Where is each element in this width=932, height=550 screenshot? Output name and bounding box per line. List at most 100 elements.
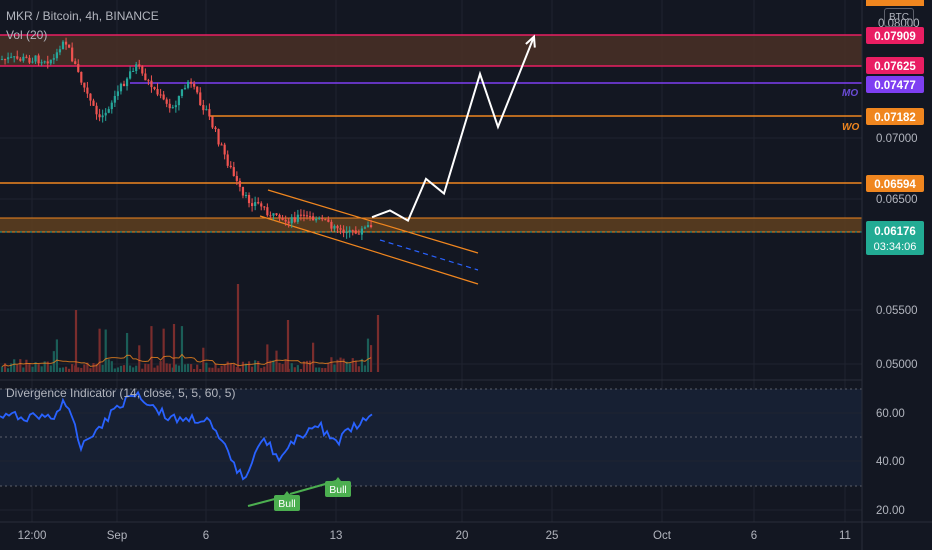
candle-body	[19, 58, 22, 61]
volume-bar	[281, 364, 284, 372]
volume-bar	[156, 365, 159, 372]
candle-body	[199, 92, 202, 106]
candle-body	[302, 214, 306, 216]
volume-bar	[214, 363, 217, 372]
volume-bar	[327, 362, 330, 372]
currency-badge[interactable]: BTC	[884, 8, 914, 27]
volume-spike-bar	[376, 315, 380, 372]
candle-body	[162, 94, 165, 100]
volume-bar	[251, 366, 254, 372]
candle-body	[153, 87, 156, 90]
candle-body	[257, 202, 260, 204]
candle-body	[241, 186, 245, 196]
volume-bar	[132, 367, 135, 372]
volume-bar	[363, 365, 367, 372]
volume-bar	[348, 363, 351, 372]
candle-body	[77, 64, 80, 72]
rsi-gridlines	[0, 412, 862, 511]
candle-body	[83, 82, 86, 88]
candle-body	[174, 105, 177, 108]
channel-lower-line	[259, 215, 479, 285]
candle-body	[354, 230, 357, 234]
candle-body	[177, 95, 180, 106]
volume-bar	[345, 361, 348, 372]
candle-body	[186, 81, 190, 88]
candle-body	[183, 87, 187, 90]
volume-bar	[217, 368, 220, 372]
candle-body	[339, 228, 342, 230]
candle-body	[141, 66, 144, 74]
volume-bar	[92, 362, 95, 372]
time-tick-0: 12:00	[18, 530, 47, 542]
volume-bar	[324, 368, 327, 372]
candle-body	[86, 87, 89, 94]
volume-bar	[122, 365, 126, 372]
candle-body	[3, 59, 7, 61]
bull-label-2-text: Bull	[329, 484, 347, 496]
volume-bar	[229, 362, 232, 372]
volume-bar	[150, 326, 153, 372]
volume-bar	[22, 367, 25, 372]
volume-bar	[83, 364, 86, 372]
candle-body	[31, 61, 34, 63]
candle-body	[22, 56, 25, 61]
price-tag-cut	[866, 0, 924, 6]
volume-legend[interactable]: Vol (20)	[6, 28, 48, 42]
candle-body	[315, 218, 318, 221]
time-tick-1: Sep	[107, 530, 127, 542]
candle-body	[369, 225, 373, 228]
candle-body	[229, 165, 232, 168]
candle-body	[281, 217, 284, 220]
rsi-tick-1: 40.00	[876, 456, 905, 468]
candle-body	[37, 55, 40, 64]
volume-bar	[293, 367, 296, 372]
indicator-legend[interactable]: Divergence Indicator (14, close, 5, 5, 6…	[6, 386, 236, 400]
volume-bar	[220, 365, 223, 372]
candle-body	[324, 219, 327, 221]
candle-body	[342, 229, 345, 233]
candle-body	[275, 213, 278, 215]
volume-bar	[107, 359, 110, 372]
candle-body	[351, 230, 354, 232]
candle-body	[357, 233, 360, 235]
volume-bar	[40, 366, 43, 372]
candle-body	[238, 180, 241, 187]
volume-bar	[46, 361, 49, 372]
candle-body	[260, 203, 263, 207]
volume-bar	[244, 363, 248, 372]
volume-bar	[257, 361, 260, 372]
candle-body	[43, 61, 46, 63]
volume-bar	[153, 367, 156, 372]
candle-body	[299, 214, 302, 216]
projection-path	[371, 36, 535, 223]
volume-bar	[318, 367, 321, 372]
price-tag-07477-text: 0.07477	[874, 80, 916, 92]
volume-bar	[278, 362, 281, 372]
volume-bar	[129, 365, 132, 372]
candle-body	[55, 52, 58, 59]
candle-body	[263, 206, 266, 208]
candle-body	[363, 227, 367, 229]
candle-body	[223, 144, 226, 155]
volume-bar	[61, 367, 65, 372]
candle-body	[122, 83, 126, 87]
volume-bar	[333, 364, 336, 372]
symbol-title[interactable]: MKR / Bitcoin, 4h, BINANCE	[6, 9, 159, 23]
volume-bar	[366, 338, 370, 372]
volume-bar	[275, 350, 278, 372]
volume-bar	[55, 339, 58, 372]
candle-body	[296, 214, 299, 222]
volume-bar	[13, 359, 16, 372]
candle-body	[226, 154, 229, 166]
candle-body	[232, 167, 235, 177]
candle-body	[290, 217, 293, 224]
candle-body	[348, 230, 351, 233]
time-tick-6: Oct	[653, 530, 672, 542]
candle-body	[272, 213, 275, 216]
time-tick-3: 13	[330, 530, 343, 542]
candle-body	[284, 219, 287, 222]
volume-bar	[116, 367, 119, 372]
price-tag-07625-text: 0.07625	[874, 61, 916, 73]
channel-midline	[379, 239, 479, 271]
